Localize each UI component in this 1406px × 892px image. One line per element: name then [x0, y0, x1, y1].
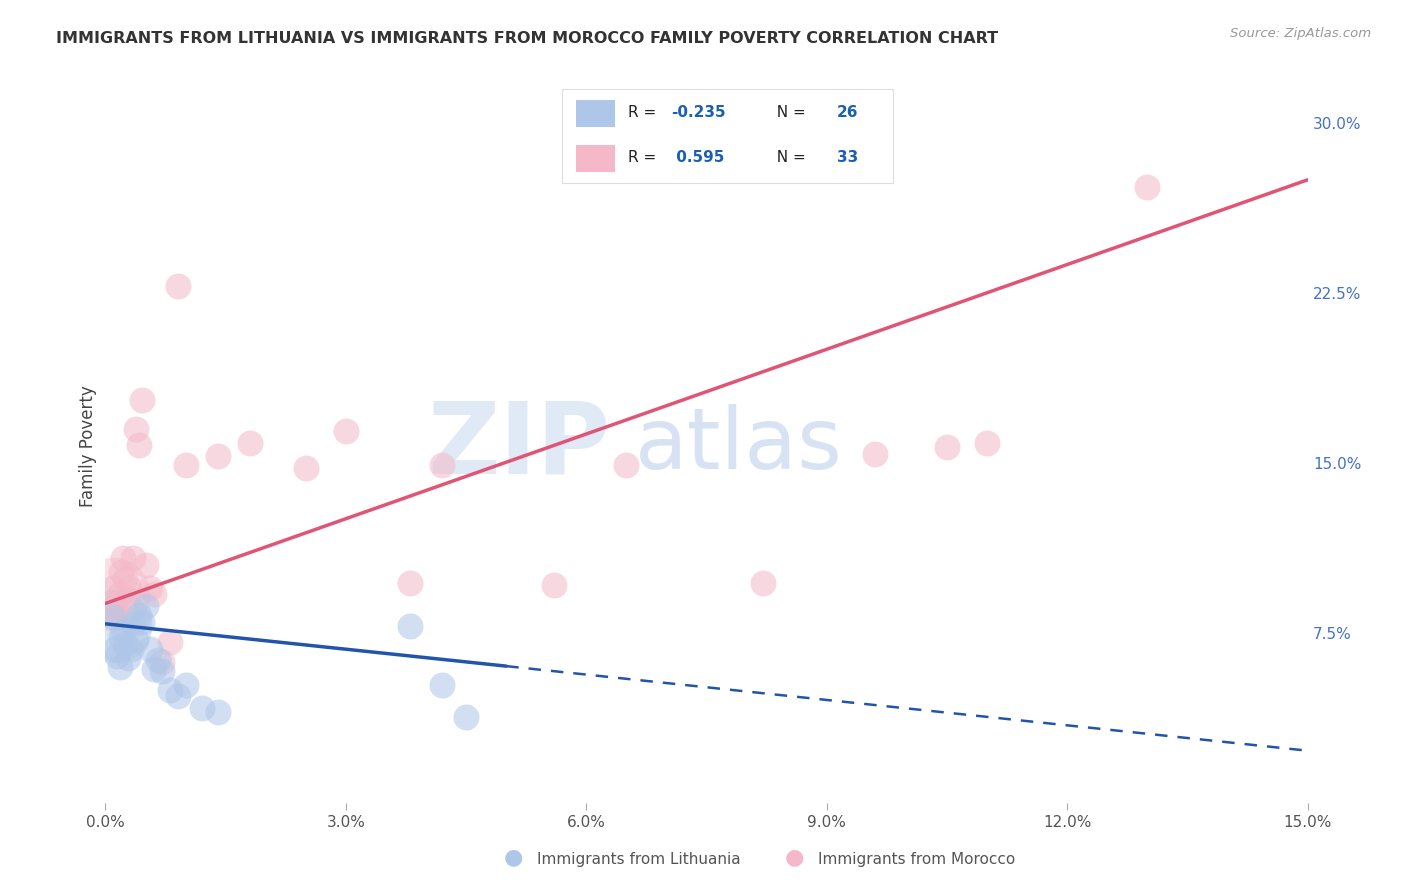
Point [110, 631, 132, 645]
Point [125, 632, 148, 647]
Text: ZIP: ZIP [427, 398, 610, 494]
Text: Immigrants from Lithuania: Immigrants from Lithuania [537, 852, 741, 867]
Text: ●: ● [503, 847, 523, 867]
Point [751, 576, 773, 591]
Point [112, 624, 135, 638]
Point [117, 650, 139, 665]
Point [146, 653, 169, 667]
Point [135, 558, 157, 572]
Point [454, 709, 477, 723]
Point [103, 581, 125, 595]
Point [103, 587, 125, 601]
Text: N =: N = [768, 150, 811, 165]
Point [131, 615, 153, 629]
Y-axis label: Family Poverty: Family Poverty [79, 385, 97, 507]
Text: 26: 26 [837, 104, 858, 120]
Text: 33: 33 [837, 150, 858, 165]
Point [159, 682, 181, 697]
Point [295, 460, 318, 475]
Point [103, 610, 125, 624]
Bar [575, 101, 616, 127]
Point [207, 449, 229, 463]
Bar [575, 145, 616, 171]
Point [122, 616, 145, 631]
Point [107, 610, 129, 624]
Point [108, 587, 131, 601]
Point [863, 447, 886, 461]
Point [430, 678, 453, 692]
Point [142, 662, 165, 676]
Point [110, 565, 132, 579]
Point [138, 641, 160, 656]
Point [108, 660, 131, 674]
Point [166, 279, 188, 293]
Point [114, 637, 136, 651]
Point [107, 648, 129, 663]
Text: R =: R = [628, 104, 662, 120]
Point [122, 551, 145, 566]
Point [174, 678, 197, 692]
Point [335, 424, 357, 438]
Text: R =: R = [628, 150, 662, 165]
Text: 0.595: 0.595 [672, 150, 725, 165]
Point [616, 458, 638, 473]
Text: N =: N = [768, 104, 811, 120]
Text: IMMIGRANTS FROM LITHUANIA VS IMMIGRANTS FROM MOROCCO FAMILY POVERTY CORRELATION : IMMIGRANTS FROM LITHUANIA VS IMMIGRANTS … [56, 31, 998, 46]
Point [131, 392, 153, 407]
Point [104, 599, 127, 613]
Point [1136, 179, 1159, 194]
Point [128, 438, 150, 452]
Text: -0.235: -0.235 [672, 104, 725, 120]
Point [150, 665, 173, 679]
Point [112, 551, 135, 566]
Point [239, 435, 262, 450]
Point [430, 458, 453, 473]
Point [120, 641, 142, 656]
Point [190, 700, 212, 714]
Point [174, 458, 197, 473]
Point [125, 422, 148, 436]
Point [135, 599, 157, 613]
Point [114, 572, 136, 586]
Point [399, 576, 422, 591]
Text: atlas: atlas [634, 404, 842, 488]
Point [159, 635, 181, 649]
Point [150, 656, 173, 670]
Point [399, 619, 422, 633]
Text: Immigrants from Morocco: Immigrants from Morocco [818, 852, 1015, 867]
Point [936, 440, 959, 454]
Point [166, 690, 188, 704]
Point [138, 581, 160, 595]
Point [117, 591, 139, 606]
Point [142, 587, 165, 601]
Point [118, 581, 141, 595]
Point [543, 578, 565, 592]
Text: Source: ZipAtlas.com: Source: ZipAtlas.com [1230, 27, 1371, 40]
Point [128, 607, 150, 622]
Point [976, 435, 998, 450]
Text: ●: ● [785, 847, 804, 867]
Point [104, 619, 127, 633]
Point [104, 641, 127, 656]
Point [207, 705, 229, 719]
